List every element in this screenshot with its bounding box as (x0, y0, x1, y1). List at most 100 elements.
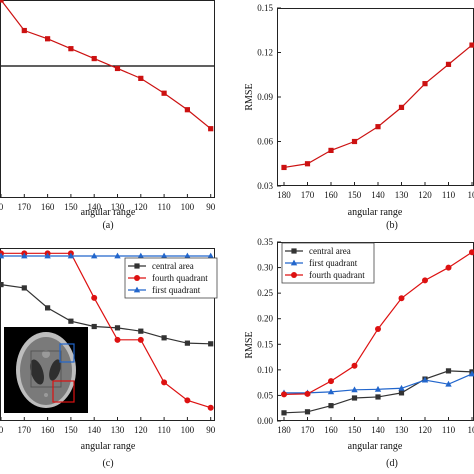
x-tick-label: 170 (301, 425, 315, 435)
data-point (114, 325, 121, 331)
y-tick-label: 0.20 (257, 314, 273, 324)
legend-label: fourth quadrant (152, 273, 208, 283)
legend-label: central area (309, 246, 351, 256)
x-tick-label: 160 (324, 425, 338, 435)
data-point (281, 410, 287, 416)
x-tick-label: 170 (18, 425, 32, 435)
data-point (422, 81, 428, 87)
data-point (21, 285, 27, 291)
y-tick-label: 0.10 (257, 365, 273, 375)
legend-swatch-marker (291, 272, 297, 278)
x-tick-label: 120 (134, 202, 148, 212)
data-point (398, 384, 405, 391)
data-point (328, 147, 334, 153)
data-point (398, 390, 405, 396)
series-first-quadrant (0, 252, 214, 259)
data-point (45, 36, 51, 42)
data-point (281, 164, 287, 171)
x-tick-label: 0 (0, 425, 4, 435)
x-tick-label: 120 (418, 425, 432, 435)
y-tick-label: 0.30 (257, 263, 273, 273)
x-tick-label: 150 (348, 190, 362, 200)
data-point (138, 75, 144, 81)
data-point (207, 252, 214, 259)
legend: central area fourth quadrant first quadran… (124, 257, 218, 299)
legend-label: first quadrant (309, 258, 358, 268)
data-point (351, 138, 358, 145)
data-point (304, 161, 311, 167)
data-point (21, 27, 27, 34)
data-point (328, 403, 334, 409)
data-point (91, 294, 98, 301)
data-point (445, 264, 452, 271)
x-tick-label: 100 (181, 202, 195, 212)
y-tick-label: 0.09 (257, 92, 273, 102)
data-point (137, 252, 144, 259)
x-tick-label: 120 (134, 425, 148, 435)
x-tick-label: 130 (111, 202, 125, 212)
data-point (445, 61, 452, 67)
phantom-inset-image (4, 327, 88, 413)
x-tick-label: 130 (111, 425, 125, 435)
panel-caption: (a) (102, 220, 113, 231)
data-point (398, 295, 405, 302)
data-point (45, 305, 51, 311)
plot-frame (0, 248, 215, 421)
series-line-0 (0, 0, 214, 132)
data-point (351, 386, 358, 393)
x-tick-label: 130 (395, 190, 409, 200)
y-tick-label: 0.25 (257, 288, 273, 298)
data-point (351, 395, 358, 401)
data-point (184, 107, 190, 113)
data-point (375, 394, 381, 400)
data-point (184, 397, 191, 404)
data-point (304, 390, 311, 397)
x-tick-label: 90 (206, 202, 216, 212)
legend: central area first quadrant fourth quadran… (281, 242, 375, 284)
x-tick-label: 160 (41, 202, 55, 212)
y-tick-label: 0.15 (257, 339, 273, 349)
data-point (21, 252, 28, 259)
series-first-quadrant (280, 370, 474, 396)
x-tick-label: 110 (158, 202, 172, 212)
x-tick-label: 150 (64, 202, 78, 212)
legend-swatch-marker (290, 259, 298, 266)
data-point (351, 362, 358, 369)
series-fourth-quadrant (0, 250, 214, 411)
phantom-bottom-spot (44, 393, 48, 397)
data-point (137, 336, 144, 343)
x-axis-label: angular range (348, 441, 403, 452)
legend-label: fourth quadrant (309, 270, 365, 280)
data-point (469, 249, 474, 256)
y-tick-label: 0.00 (257, 416, 273, 426)
chart-panel-a: 0 170 160 150 140 130 120 110 100 90 angular range… (0, 0, 216, 231)
data-point (91, 55, 97, 62)
x-tick-label: 180 (277, 190, 291, 200)
x-tick-label: 130 (395, 425, 409, 435)
x-tick-label: 170 (18, 202, 32, 212)
x-tick-label: 140 (87, 202, 101, 212)
data-point (161, 379, 168, 386)
legend-label: first quadrant (152, 285, 201, 295)
panel-caption: (d) (386, 458, 398, 469)
series-line (0, 0, 212, 130)
x-tick-label: 10 (468, 190, 474, 200)
data-point (161, 335, 167, 341)
y-axis-label: RMSE (244, 331, 255, 358)
data-point (422, 277, 428, 284)
series-line (1, 252, 211, 409)
x-tick-label: 90 (206, 425, 216, 435)
chart-panel-c: 0 170 160 150 140 130 120 110 100 90 angular range… (0, 248, 218, 469)
y-axis-label: RMSE (244, 83, 255, 110)
x-tick-label: 120 (418, 190, 432, 200)
phantom-left-ventricle (30, 359, 44, 385)
y-tick-label: 0.35 (257, 237, 273, 247)
legend-swatch-marker (134, 263, 140, 269)
x-tick-label: 160 (324, 190, 338, 200)
series-line-0 (281, 42, 474, 171)
panel-caption: (c) (102, 458, 113, 469)
panel-caption: (b) (386, 220, 398, 231)
data-point (375, 325, 381, 332)
x-tick-label: 110 (442, 425, 456, 435)
